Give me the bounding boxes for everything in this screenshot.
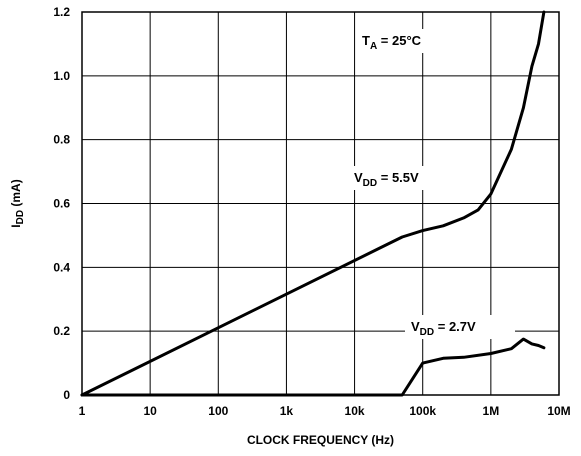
series-label-2v7-background xyxy=(405,315,515,339)
series-label-5v5: VDD = 5.5V xyxy=(348,166,456,190)
x-tick-label-2: 100 xyxy=(208,404,228,418)
y-axis-title: IDD (mA) xyxy=(9,179,26,227)
series-line-0 xyxy=(80,10,546,397)
series-label-5v5-main: V xyxy=(354,170,363,185)
x-axis-title: CLOCK FREQUENCY (Hz) xyxy=(247,433,394,447)
series-label-5v5-background xyxy=(348,166,456,190)
series-line-1 xyxy=(80,337,546,397)
series-label-2v7-text: VDD = 2.7V xyxy=(411,319,476,338)
temperature-annotation-text: TA = 25°C xyxy=(362,33,422,52)
series-label-2v7-rest: = 2.7V xyxy=(434,319,476,334)
x-tick-label-7: 10M xyxy=(547,404,570,418)
y-axis-title-rest: (mA) xyxy=(9,179,23,210)
y-tick-label-1: 0.2 xyxy=(53,324,70,338)
x-tick-label-6: 1M xyxy=(483,404,500,418)
x-tick-label-1: 10 xyxy=(143,404,157,418)
y-tick-label-2: 0.4 xyxy=(53,260,70,274)
temperature-annotation-background xyxy=(356,29,468,53)
series-label-5v5-text: VDD = 5.5V xyxy=(354,170,419,189)
y-tick-label-4: 0.8 xyxy=(53,133,70,147)
series-label-2v7-main: V xyxy=(411,319,420,334)
y-axis-title-sub: DD xyxy=(15,210,26,224)
series-label-5v5-rest: = 5.5V xyxy=(377,170,419,185)
y-tick-label-6: 1.2 xyxy=(53,5,70,19)
grid xyxy=(81,11,560,396)
temperature-annotation: TA = 25°C xyxy=(356,29,468,53)
temperature-annotation-sub: A xyxy=(370,41,377,52)
y-tick-label-5: 1.0 xyxy=(53,69,70,83)
temperature-annotation-main: T xyxy=(362,33,370,48)
y-tick-label-3: 0.6 xyxy=(53,197,70,211)
x-tick-label-3: 1k xyxy=(280,404,294,418)
series-label-5v5-sub: DD xyxy=(363,178,377,189)
y-axis-title-main: I xyxy=(9,224,23,227)
y-tick-label-0: 0 xyxy=(63,388,70,402)
curves xyxy=(80,10,546,397)
series-label-2v7: VDD = 2.7V xyxy=(405,315,515,339)
temperature-annotation-rest: = 25°C xyxy=(377,33,421,48)
x-tick-label-5: 100k xyxy=(409,404,436,418)
tick-labels: 1 10 100 1k 10k 100k 1M 10M 0 0.2 0.4 0.6 0.8 1.0 1.2 xyxy=(53,5,570,418)
series-label-2v7-sub: DD xyxy=(420,327,434,338)
x-tick-label-0: 1 xyxy=(79,404,86,418)
x-tick-label-4: 10k xyxy=(345,404,365,418)
